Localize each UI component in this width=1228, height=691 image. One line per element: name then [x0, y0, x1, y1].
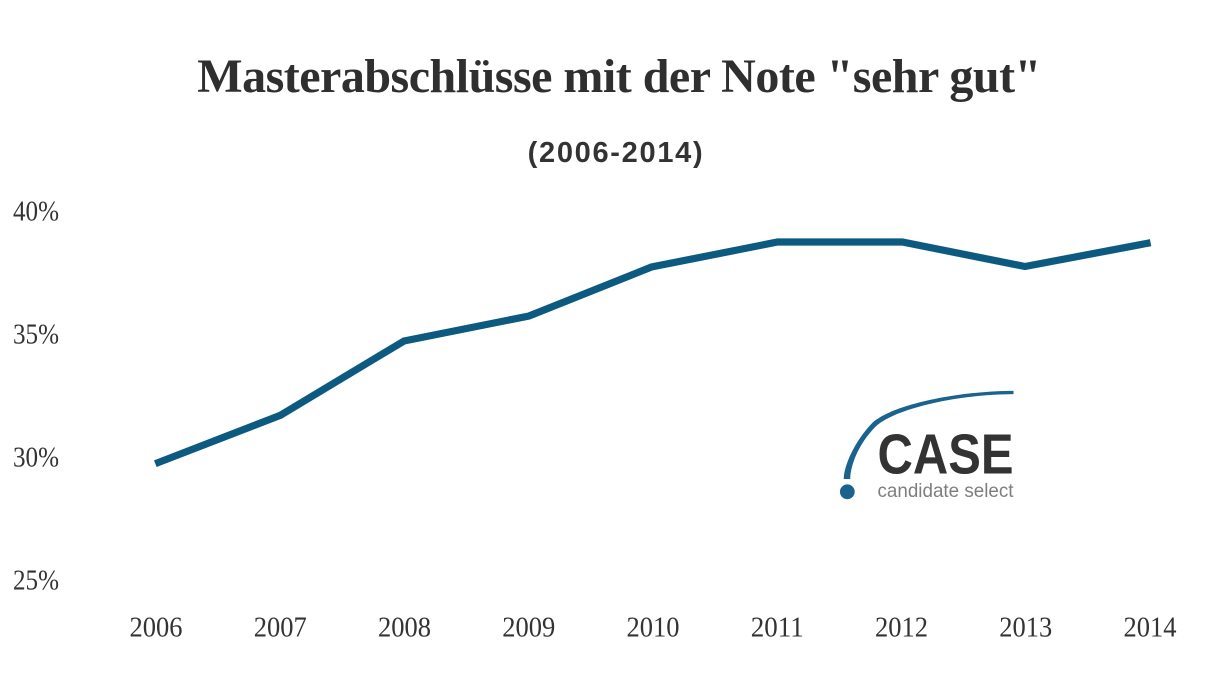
svg-text:25%: 25% — [13, 565, 59, 597]
svg-text:2007: 2007 — [254, 612, 307, 644]
svg-text:2011: 2011 — [751, 612, 804, 644]
svg-text:40%: 40% — [13, 196, 59, 228]
svg-text:Masterabschlüsse mit der Note: Masterabschlüsse mit der Note "sehr gut" — [197, 50, 1040, 103]
svg-text:2014: 2014 — [1124, 612, 1177, 644]
svg-text:2013: 2013 — [999, 612, 1052, 644]
svg-text:(2006-2014): (2006-2014) — [528, 137, 705, 169]
svg-text:35%: 35% — [13, 319, 59, 351]
svg-text:2012: 2012 — [875, 612, 928, 644]
svg-text:2008: 2008 — [378, 612, 431, 644]
svg-text:2010: 2010 — [627, 612, 680, 644]
svg-text:candidate select: candidate select — [878, 480, 1015, 502]
svg-text:2009: 2009 — [502, 612, 555, 644]
svg-text:CASE: CASE — [878, 423, 1014, 487]
svg-text:30%: 30% — [13, 442, 59, 474]
svg-text:2006: 2006 — [130, 612, 183, 644]
